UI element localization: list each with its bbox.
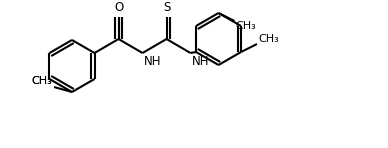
Text: O: O <box>114 1 123 14</box>
Text: CH₃: CH₃ <box>258 34 279 44</box>
Text: CH₃: CH₃ <box>31 76 52 86</box>
Text: NH: NH <box>192 55 209 68</box>
Text: S: S <box>163 1 170 14</box>
Text: NH: NH <box>144 55 161 68</box>
Text: CH₃: CH₃ <box>31 76 52 86</box>
Text: CH₃: CH₃ <box>236 21 256 31</box>
